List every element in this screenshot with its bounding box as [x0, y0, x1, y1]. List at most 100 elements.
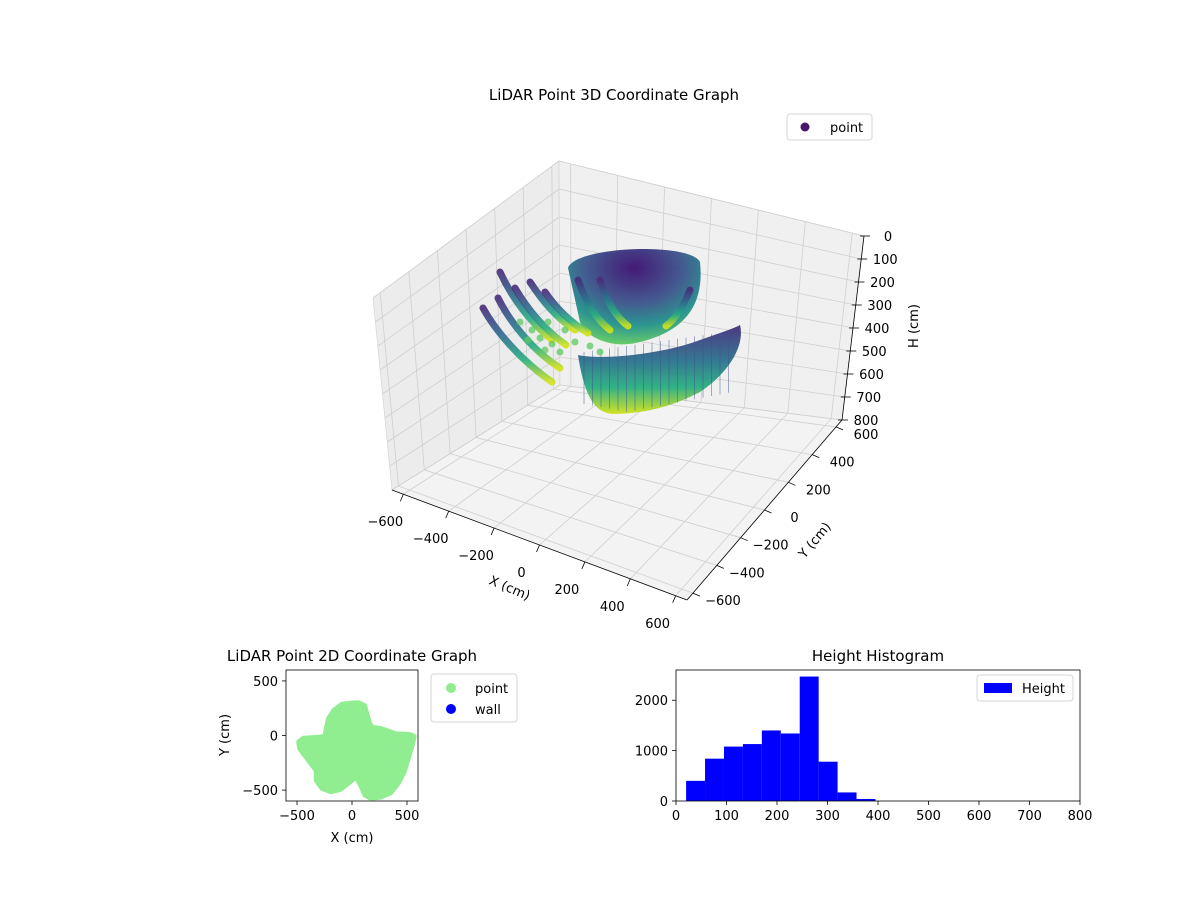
- z-tick-label-3d: 500: [862, 345, 887, 360]
- z-axis-label-3d: H (cm): [907, 304, 922, 348]
- x-tick-label-histogram: 0: [672, 809, 680, 824]
- grid-line-y: [398, 485, 694, 594]
- histogram-bar: [780, 733, 800, 801]
- x-tick-3d: [581, 561, 586, 570]
- chart-2d-title: LiDAR Point 2D Coordinate Graph: [227, 647, 477, 665]
- point-cloud-point: [556, 348, 564, 356]
- x-tick-label-histogram: 300: [815, 809, 840, 824]
- y-tick-label-3d: 0: [790, 511, 798, 526]
- point-cloud-front-wall: [578, 325, 741, 414]
- histogram-bar: [723, 746, 743, 801]
- y-tick-label-2d: 0: [270, 730, 278, 745]
- point-cloud-point: [516, 318, 524, 326]
- x-tick-label-3d: −200: [458, 549, 494, 564]
- legend-3d: point: [786, 113, 873, 141]
- x-tick-label-3d: 600: [645, 617, 670, 632]
- legend-histogram-swatch: [984, 683, 1012, 693]
- legend-2d: point wall: [430, 673, 518, 723]
- y-axis-line-3d: [686, 419, 843, 601]
- point-cloud-strip: [496, 268, 556, 344]
- grid-line-z-right: [559, 188, 862, 260]
- point-cloud-strip: [511, 284, 570, 349]
- grid-line-z-left: [375, 188, 560, 323]
- grid-line-y: [527, 404, 813, 456]
- x-tick-3d: [490, 527, 495, 536]
- point-cloud-point: [596, 348, 604, 356]
- grid-line-z-left: [377, 216, 560, 347]
- legend-2d-wall-label: wall: [475, 703, 501, 718]
- histogram-bars: [686, 676, 876, 801]
- histogram-bar: [818, 761, 838, 801]
- point-cloud-point: [586, 342, 594, 350]
- z-tick-label-3d: 0: [884, 230, 892, 245]
- point-cloud-strip: [574, 276, 614, 334]
- point-cloud: [479, 249, 741, 414]
- legend-histogram-label: Height: [1022, 682, 1065, 697]
- y-tick-3d: [716, 565, 724, 569]
- x-axis-line-3d: [391, 489, 688, 601]
- x-tick-label-histogram: 200: [765, 809, 790, 824]
- x-tick-3d: [536, 544, 540, 553]
- grid-line-z-left: [372, 160, 560, 299]
- x-tick-label-histogram: 700: [1017, 809, 1042, 824]
- lidar-2d-panel: LiDAR Point 2D Coordinate Graph −500 0 500…: [218, 647, 518, 846]
- z-tick-label-3d: 400: [865, 322, 890, 337]
- grid-line-z-left: [391, 384, 561, 491]
- y-axis-label-2d: Y (cm): [218, 714, 233, 757]
- z-axis-3d: 0 100 200 300 400 500 600 700 800: [838, 230, 898, 429]
- y-tick-label-3d: −400: [729, 566, 765, 581]
- grid-line-z-left: [379, 244, 560, 371]
- point-region: [296, 700, 417, 801]
- y-tick-label-3d: −200: [753, 539, 789, 554]
- point-cloud-point: [541, 346, 549, 354]
- point-cloud-point: [544, 318, 552, 326]
- point-cloud-point: [524, 336, 532, 344]
- point-cloud-strip: [541, 288, 592, 337]
- point-cloud-strip: [494, 294, 564, 372]
- legend-2d-point-marker: [446, 683, 456, 693]
- x-tick-label-histogram: 100: [714, 809, 739, 824]
- lidar-3d-panel: LiDAR Point 3D Coordinate Graph −600 −400…: [367, 86, 922, 632]
- x-tick-label-2d: −500: [279, 809, 315, 824]
- x-tick-label-3d: 200: [554, 583, 579, 598]
- x-tick-label-3d: −400: [413, 532, 449, 547]
- z-tick-label-3d: 300: [867, 299, 892, 314]
- grid-line-y: [424, 469, 717, 566]
- point-cloud-point: [561, 326, 569, 334]
- y-tick-label-3d: 200: [806, 483, 831, 498]
- y-tick-label-histogram: 1000: [635, 745, 668, 760]
- y-tick-label-2d: −500: [242, 784, 278, 799]
- grid-line-y: [475, 437, 765, 511]
- y-tick-label-histogram: 0: [660, 795, 668, 810]
- legend-histogram: Height: [976, 674, 1074, 702]
- y-tick-3d: [788, 481, 796, 486]
- x-tick-label-2d: 0: [348, 809, 356, 824]
- y-axis-3d: −600 −400 −2000 200 400 600: [686, 419, 878, 609]
- y-tick-label-histogram: 2000: [635, 694, 668, 709]
- point-cloud-strip: [596, 276, 632, 330]
- x-tick-label-histogram: 800: [1068, 809, 1093, 824]
- x-tick-3d: [672, 595, 677, 603]
- point-cloud-strip: [526, 278, 579, 334]
- x-tick-label-2d: 500: [395, 809, 420, 824]
- point-cloud-point: [528, 326, 536, 334]
- z-tick-label-3d: 700: [856, 391, 881, 406]
- grid-line-y: [450, 453, 741, 539]
- y-axis-label-3d: Y (cm): [795, 520, 834, 563]
- x-tick-label-3d: 0: [517, 566, 525, 581]
- y-tick-label-3d: 400: [830, 456, 855, 471]
- legend-2d-point-label: point: [475, 682, 508, 697]
- histogram-bar: [837, 792, 857, 801]
- z-tick-label-3d: 800: [854, 414, 879, 429]
- x-tick-3d: [445, 510, 450, 519]
- y-tick-3d: [764, 509, 772, 514]
- y-tick-3d: [812, 454, 820, 458]
- point-cloud-point: [548, 340, 556, 348]
- x-tick-3d: [399, 494, 404, 502]
- legend-3d-marker: [800, 122, 810, 132]
- y-tick-3d: [835, 426, 844, 431]
- y-tick-label-3d: −600: [705, 594, 741, 609]
- histogram-bar: [705, 758, 724, 801]
- grid-line-z-left: [382, 272, 560, 395]
